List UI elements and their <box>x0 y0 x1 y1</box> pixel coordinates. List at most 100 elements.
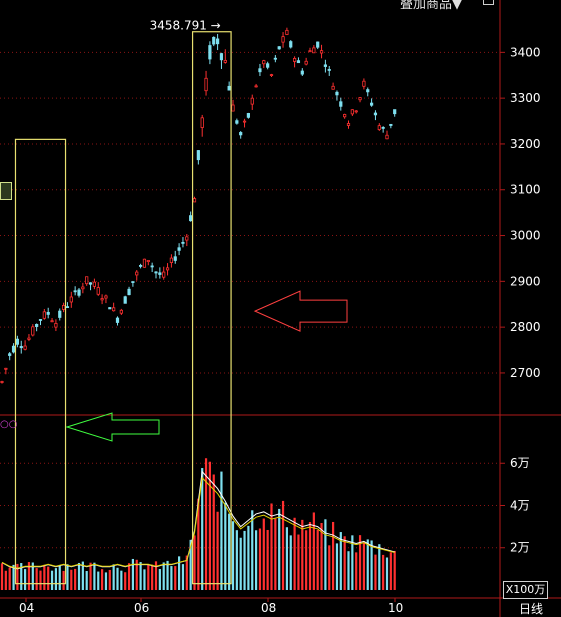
candle-body <box>358 97 362 101</box>
candle-body <box>369 102 374 106</box>
candle-body <box>42 311 46 319</box>
candle-body <box>185 236 189 241</box>
volume-bar <box>370 540 373 590</box>
volume-bar <box>104 572 108 590</box>
volume-bar <box>112 564 115 590</box>
candle-body <box>239 132 243 136</box>
volume-bar <box>197 498 200 590</box>
volume-bar <box>62 570 65 590</box>
volume-bar <box>328 545 331 590</box>
time-tick-label: 04 <box>19 601 34 615</box>
volume-bar <box>139 562 142 590</box>
volume-bar <box>366 539 369 590</box>
candle-body <box>339 101 343 107</box>
volume-bar <box>58 565 61 590</box>
candle-body <box>96 287 100 295</box>
volume-bar <box>270 503 273 590</box>
volume-bar <box>212 474 215 590</box>
volume-bar <box>320 523 323 590</box>
volume-bar <box>120 570 123 590</box>
volume-bar <box>101 569 104 590</box>
candle-body <box>119 309 123 314</box>
candle-body <box>377 125 381 130</box>
volume-bar <box>116 567 119 590</box>
candle-body <box>308 50 312 53</box>
candle-body <box>300 70 304 75</box>
candle-body <box>373 112 378 116</box>
candle-body <box>215 38 220 45</box>
volume-bar <box>251 510 254 590</box>
candle-body <box>366 89 370 93</box>
candle-body <box>200 117 204 128</box>
volume-bar <box>224 502 227 590</box>
candle-body <box>304 60 308 65</box>
volume-ma-line-2 <box>1 476 395 569</box>
volume-tick-label: 6万 <box>510 456 530 470</box>
menu-box-icon[interactable] <box>483 0 494 5</box>
highlight-box <box>191 31 232 585</box>
volume-bar <box>316 529 319 590</box>
candle-body <box>11 345 16 353</box>
volume-tick-label: 2万 <box>510 541 530 555</box>
candle-body <box>27 337 31 340</box>
candle-body <box>158 272 162 275</box>
candle-body <box>181 241 185 244</box>
candle-body <box>142 258 147 268</box>
candle-body <box>208 45 212 60</box>
volume-bar <box>378 544 381 590</box>
candle-body <box>196 150 200 161</box>
candle-body <box>50 320 54 323</box>
volume-bar <box>54 568 57 590</box>
volume-bar <box>239 537 242 590</box>
candle-body <box>81 286 85 290</box>
candle-body <box>35 323 39 327</box>
volume-bar <box>255 530 258 590</box>
candle-body <box>150 265 154 268</box>
volume-bar <box>235 530 238 590</box>
candle-body <box>269 74 274 76</box>
volume-bar <box>20 563 23 590</box>
candle-body <box>235 120 239 124</box>
volume-bar <box>185 555 188 590</box>
overlay-menu-label[interactable]: 叠加商品▼ <box>400 0 462 12</box>
candle-body <box>381 126 385 129</box>
volume-bar <box>382 554 385 590</box>
volume-bar <box>50 570 54 590</box>
volume-bar <box>4 570 7 590</box>
volume-tick-label: 4万 <box>510 498 530 512</box>
volume-bar <box>131 558 134 590</box>
period-label[interactable]: 日线 <box>519 602 544 616</box>
volume-bar <box>193 535 196 590</box>
volume-bar <box>166 560 169 590</box>
time-tick-label: 08 <box>261 601 276 615</box>
candle-body <box>354 110 358 113</box>
volume-bar <box>189 539 192 590</box>
volume-bar <box>162 562 165 590</box>
candle-body <box>88 282 93 285</box>
candle-body <box>177 247 181 251</box>
volume-bar <box>297 534 300 590</box>
candle-body <box>227 85 231 91</box>
volume-bar <box>39 570 42 590</box>
volume-bar <box>154 561 158 590</box>
volume-bar <box>228 513 231 590</box>
candle-body <box>204 77 208 92</box>
candle-body <box>173 256 177 261</box>
volume-bar <box>35 568 38 590</box>
volume-bar <box>347 551 350 590</box>
candle-body <box>285 29 289 35</box>
price-tick-label: 3400 <box>510 45 541 59</box>
candle-body <box>350 109 354 115</box>
volume-bar <box>135 559 138 590</box>
volume-bar <box>147 564 150 590</box>
candle-body <box>296 60 301 64</box>
volume-bar <box>393 550 396 590</box>
volume-bar <box>124 572 127 590</box>
candle-body <box>277 46 281 50</box>
candle-body <box>19 346 23 349</box>
candle-body <box>46 311 50 315</box>
candle-body <box>223 60 227 63</box>
candle-body <box>62 305 66 310</box>
candle-body <box>146 260 150 263</box>
candle-body <box>362 80 366 87</box>
